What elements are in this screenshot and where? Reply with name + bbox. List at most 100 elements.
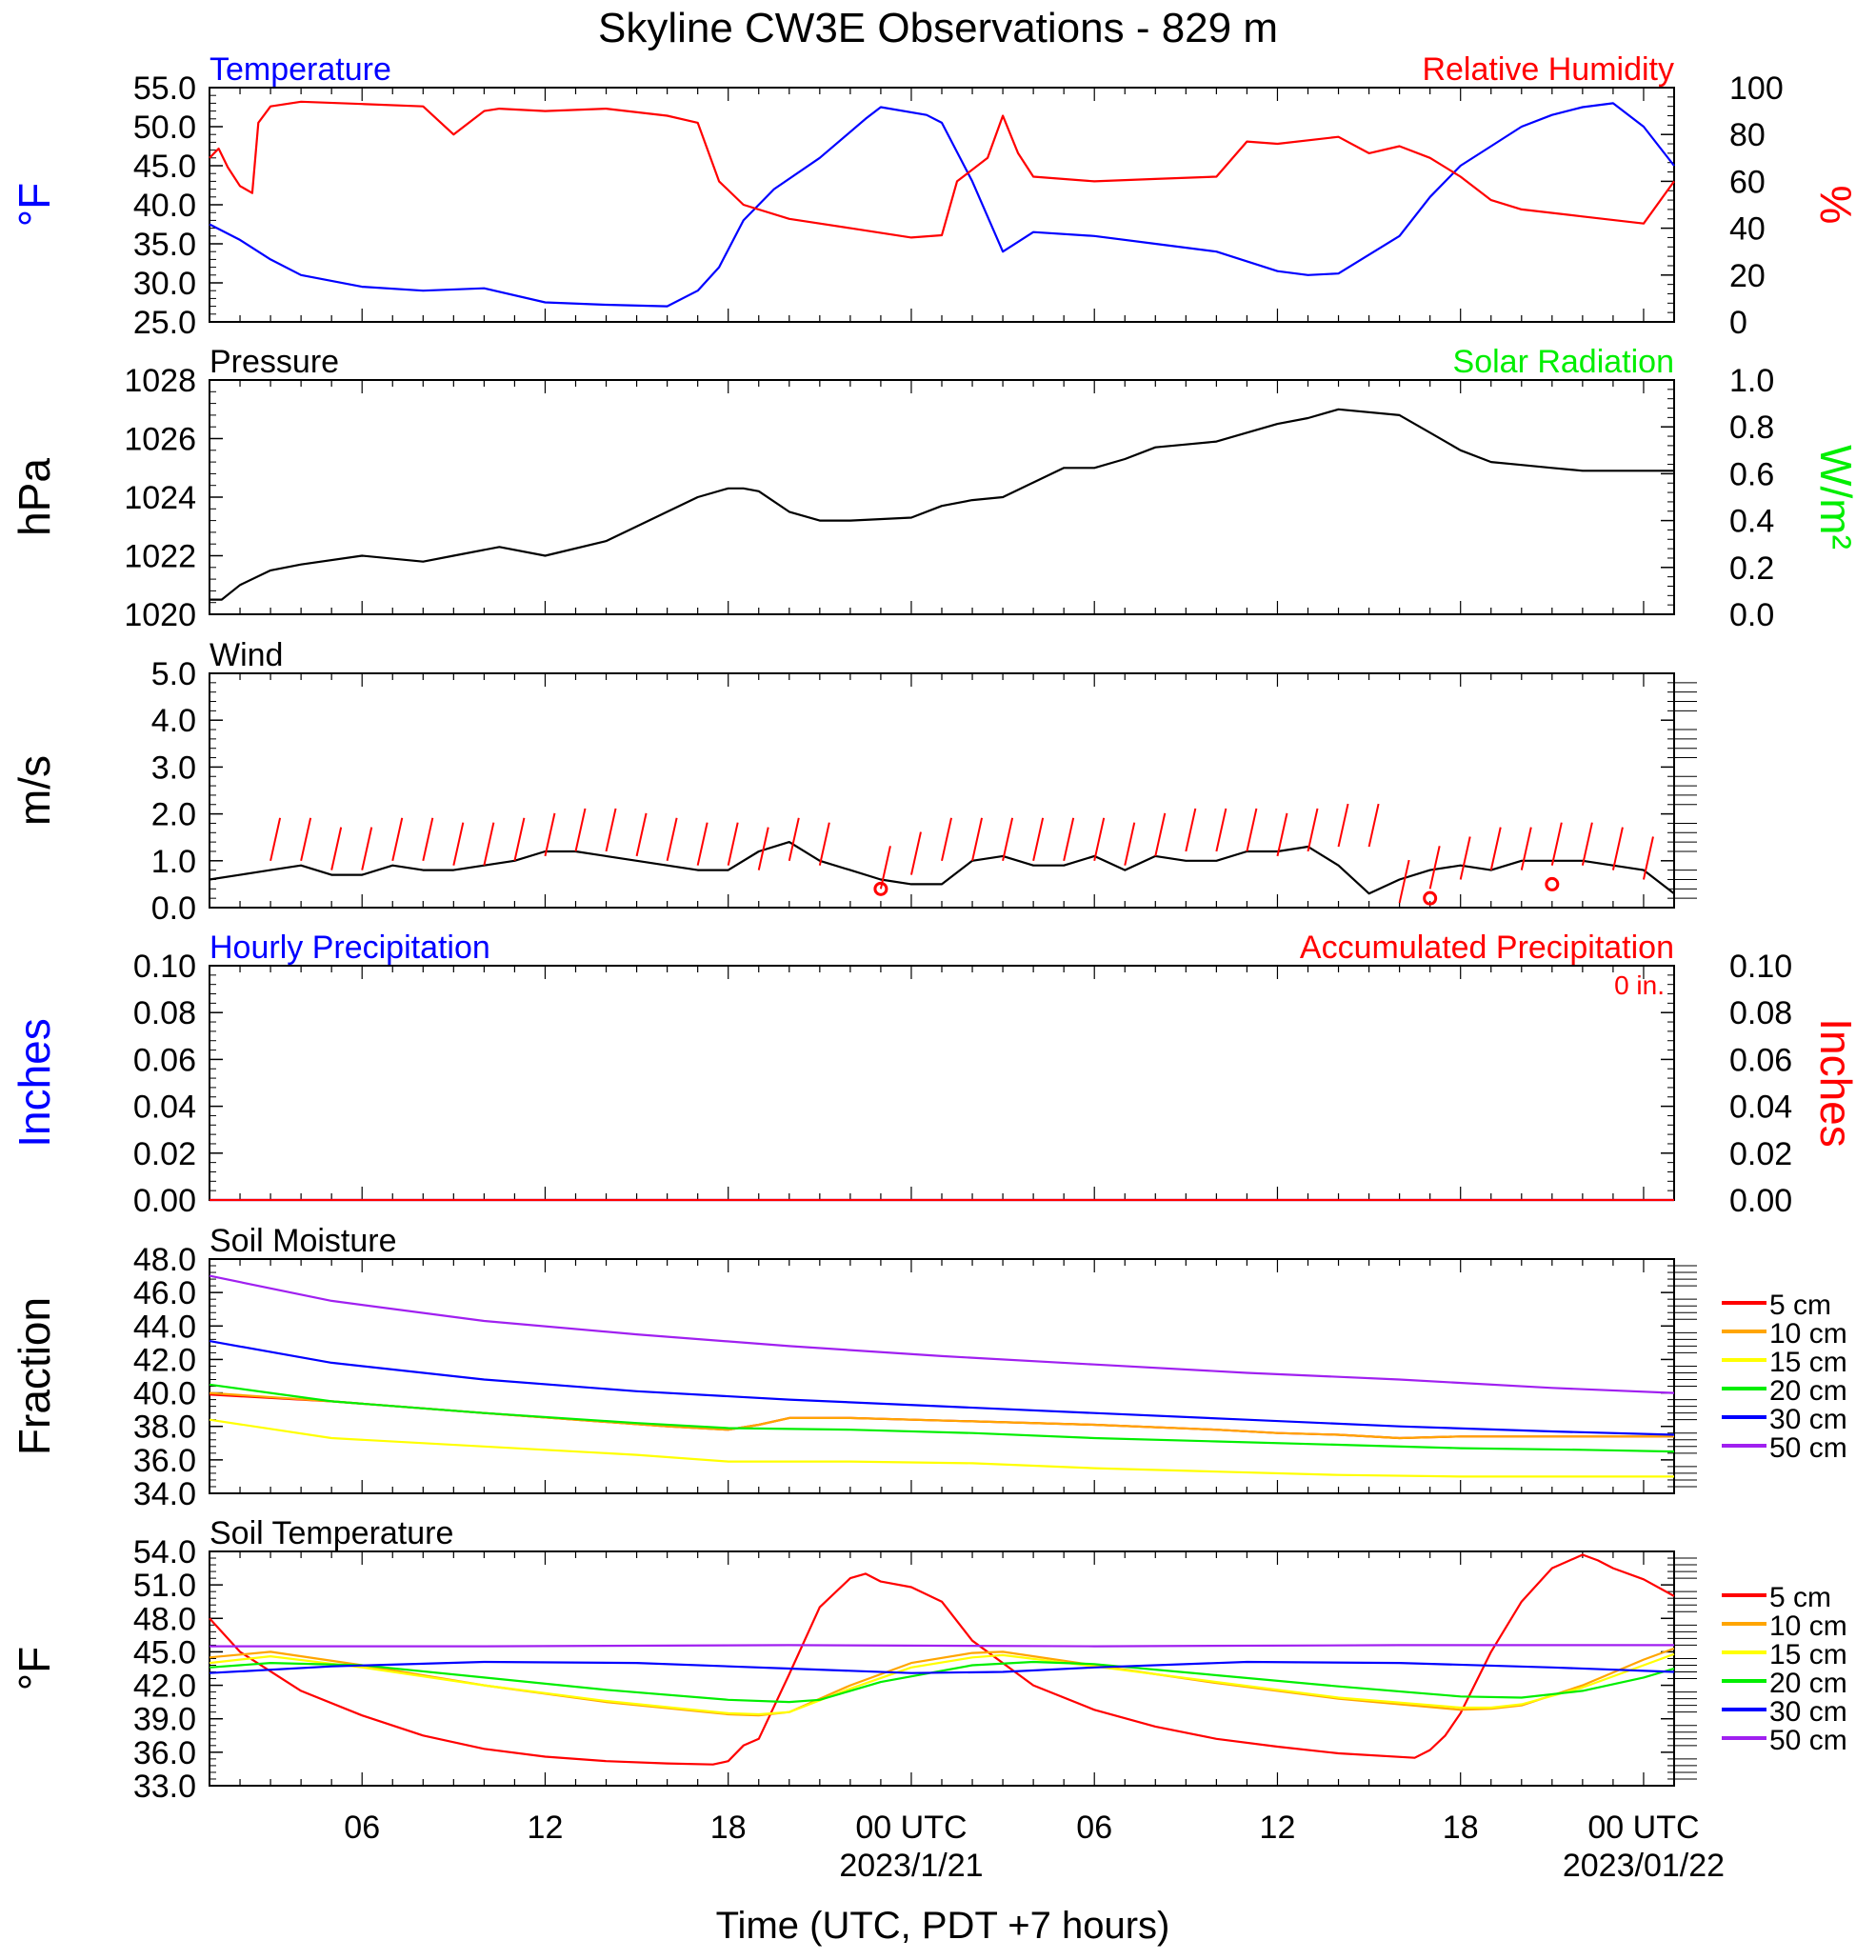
x-tick-label: 00 UTC bbox=[1587, 1810, 1699, 1846]
legend-label: 15 cm bbox=[1769, 1639, 1847, 1670]
wind-barb bbox=[1398, 859, 1410, 904]
legend-label: 5 cm bbox=[1769, 1290, 1831, 1321]
wind-barb bbox=[971, 817, 984, 862]
calm-wind-circle bbox=[873, 881, 888, 896]
y-axis-label-left: Inches bbox=[10, 1018, 59, 1148]
x-axis-label: Time (UTC, PDT +7 hours) bbox=[716, 1905, 1170, 1947]
y-tick-label-left: 38.0 bbox=[133, 1410, 196, 1446]
y-tick-label-right: 60 bbox=[1729, 164, 1766, 200]
panel-frame bbox=[209, 1550, 1675, 1787]
y-tick-label-right: 0.2 bbox=[1729, 550, 1774, 587]
x-tick-label: 00 UTC bbox=[855, 1810, 967, 1846]
wind-barb bbox=[635, 812, 648, 857]
x-tick-label: 12 bbox=[1260, 1810, 1296, 1846]
x-date-label: 2023/1/21 bbox=[839, 1848, 983, 1884]
wind-barb bbox=[1032, 817, 1045, 862]
wind-barb bbox=[909, 831, 922, 875]
y-tick-label-left: 30.0 bbox=[133, 266, 196, 302]
wind-barb bbox=[269, 817, 282, 862]
y-tick-label-right: 100 bbox=[1729, 70, 1784, 107]
panel-4: 0.10 0.08 0.06 0.04 0.02 0.00 0.10 0.08 0.06 0.04… bbox=[10, 930, 1861, 1219]
y-tick-label-left: 44.0 bbox=[133, 1309, 196, 1345]
y-tick-label-right: 0.0 bbox=[1729, 597, 1774, 633]
wind-barb bbox=[1246, 808, 1258, 852]
series-line-20-cm bbox=[209, 1383, 1675, 1453]
wind-barb bbox=[513, 817, 526, 862]
y-tick-label-right: 0.02 bbox=[1729, 1136, 1792, 1172]
y-tick-label-right: 0.6 bbox=[1729, 456, 1774, 492]
y-tick-label-right: 40 bbox=[1729, 211, 1766, 248]
wind-barb bbox=[1611, 827, 1624, 870]
wind-barb bbox=[757, 827, 769, 870]
panel-1: 55.050.045.040.035.030.025.0 100 80 60 40 20 0… bbox=[10, 51, 1861, 341]
wind-barb bbox=[1063, 817, 1075, 862]
legend-label: 20 cm bbox=[1769, 1375, 1847, 1407]
y-axis-label-left: °F bbox=[10, 183, 59, 228]
wind-barb bbox=[1154, 812, 1167, 857]
y-axis-label-left: °F bbox=[10, 1647, 59, 1691]
calm-wind-circle bbox=[1545, 876, 1560, 891]
panel-title-right: Accumulated Precipitation bbox=[1300, 930, 1674, 966]
y-tick-label-left: 34.0 bbox=[133, 1476, 196, 1512]
y-tick-label-left: 0.00 bbox=[133, 1183, 196, 1219]
panel-title-right: Solar Radiation bbox=[1453, 344, 1674, 380]
y-axis-label-left: Fraction bbox=[10, 1297, 59, 1455]
x-date-label: 2023/01/22 bbox=[1563, 1848, 1725, 1884]
series-line-relative-humidity bbox=[209, 100, 1675, 239]
panel-2: 1028 1026 1024 1022 1020 1.0 0.8 0.6 0.4 0.2 0.0 Pr… bbox=[10, 344, 1861, 633]
legend-label: 20 cm bbox=[1769, 1668, 1847, 1699]
panel-frame bbox=[209, 965, 1675, 1201]
wind-barb bbox=[1124, 822, 1136, 866]
panel-title-left: Soil Moisture bbox=[210, 1223, 397, 1259]
panel-3: 5.0 4.0 3.0 2.0 1.0 0.0 Wind m/s bbox=[10, 637, 1697, 927]
wind-barb bbox=[666, 817, 678, 862]
y-tick-label-left: 36.0 bbox=[133, 1735, 196, 1771]
wind-barb bbox=[1581, 822, 1593, 866]
chart-title: Skyline CW3E Observations - 829 m bbox=[598, 5, 1278, 51]
panel-annotation: 0 in. bbox=[1614, 970, 1665, 1000]
y-tick-label-left: 35.0 bbox=[133, 227, 196, 263]
series-line-10-cm bbox=[209, 1391, 1674, 1440]
y-tick-label-left: 45.0 bbox=[133, 1634, 196, 1670]
wind-barb bbox=[818, 822, 830, 866]
legend-label: 50 cm bbox=[1769, 1432, 1847, 1464]
y-tick-label-right: 0 bbox=[1729, 305, 1747, 341]
wind-barb bbox=[1489, 827, 1502, 870]
panel-title-left: Hourly Precipitation bbox=[210, 930, 490, 966]
wind-barb bbox=[330, 827, 343, 870]
wind-barb bbox=[544, 812, 556, 857]
y-tick-label-left: 33.0 bbox=[133, 1769, 196, 1805]
y-tick-label-right: 0.04 bbox=[1729, 1090, 1792, 1126]
y-tick-label-left: 40.0 bbox=[133, 188, 196, 224]
wind-barb bbox=[1276, 812, 1288, 857]
wind-barb bbox=[1428, 846, 1441, 890]
y-tick-label-left: 39.0 bbox=[133, 1702, 196, 1738]
panel-title-left: Temperature bbox=[210, 51, 391, 88]
y-tick-label-left: 3.0 bbox=[151, 750, 196, 786]
panel-frame bbox=[209, 672, 1675, 909]
y-tick-label-right: 0.00 bbox=[1729, 1183, 1792, 1219]
y-tick-label-right: 0.8 bbox=[1729, 410, 1774, 446]
y-tick-label-right: 0.06 bbox=[1729, 1042, 1792, 1078]
wind-barb bbox=[391, 817, 404, 862]
y-tick-label-left: 0.08 bbox=[133, 995, 196, 1031]
wind-barb bbox=[727, 822, 739, 866]
wind-barb bbox=[1642, 836, 1654, 880]
y-tick-label-right: 0.4 bbox=[1729, 504, 1774, 540]
x-tick-label: 18 bbox=[1443, 1810, 1479, 1846]
x-tick-label: 12 bbox=[528, 1810, 564, 1846]
y-tick-label-left: 1.0 bbox=[151, 844, 196, 880]
wind-barb bbox=[1093, 817, 1106, 862]
series-line-10-cm bbox=[209, 1647, 1675, 1717]
panel-6: 54.051.048.045.042.039.036.033.0 Soil Tem… bbox=[10, 1515, 1847, 1805]
series-line-30-cm bbox=[209, 1660, 1675, 1674]
series-line-wind bbox=[209, 841, 1675, 895]
y-tick-label-left: 40.0 bbox=[133, 1376, 196, 1412]
panel-title-left: Pressure bbox=[210, 344, 339, 380]
wind-barb bbox=[1367, 803, 1380, 848]
y-tick-label-left: 50.0 bbox=[133, 110, 196, 146]
series-line-15-cm bbox=[209, 1652, 1675, 1716]
series-line-temperature bbox=[209, 102, 1675, 308]
panel-title-left: Wind bbox=[210, 637, 283, 673]
